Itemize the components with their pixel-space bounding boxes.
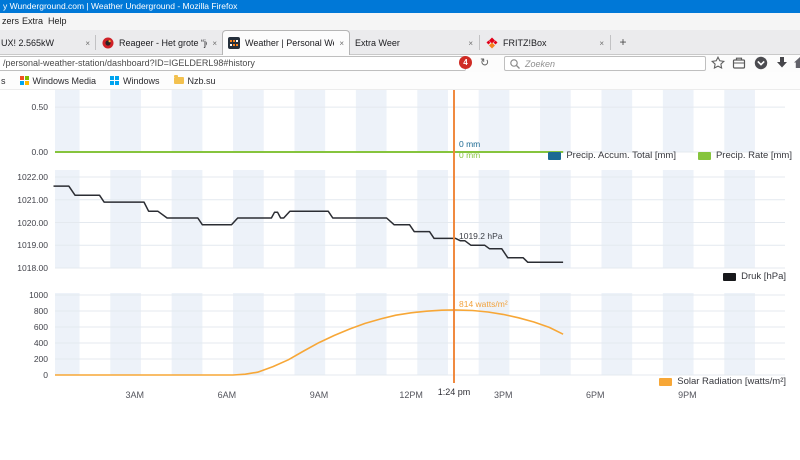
bookmark-item-truncated[interactable]: s — [1, 76, 6, 86]
tab-fritzbox[interactable]: FRITZ!Box × — [481, 32, 609, 54]
hour-band — [662, 293, 694, 375]
tab-close-icon[interactable]: × — [599, 38, 604, 48]
hour-band — [355, 90, 387, 152]
tab-title: Reageer - Het grote “jouw… — [119, 38, 207, 48]
hour-band — [540, 90, 571, 152]
pocket-icon[interactable] — [754, 56, 768, 70]
navigation-toolbar: /personal-weather-station/dashboard?ID=I… — [0, 55, 800, 72]
tab-title: UX! 2.565kW — [1, 38, 55, 48]
hour-band — [294, 293, 326, 375]
hour-band — [55, 293, 80, 375]
hour-band — [294, 90, 326, 152]
hour-band — [724, 90, 755, 152]
search-input[interactable]: Zoeken — [504, 56, 706, 71]
tab-title: Weather | Personal Weath… — [245, 38, 334, 48]
search-icon — [510, 58, 520, 69]
hour-band — [171, 293, 203, 375]
hour-band — [417, 170, 448, 268]
tab-title: Extra Weer — [355, 38, 400, 48]
hour-band — [171, 90, 203, 152]
bookmark-item-windows-media[interactable]: Windows Media — [19, 75, 97, 86]
hour-band — [110, 170, 141, 268]
reageer-icon — [102, 37, 114, 49]
hour-band — [233, 170, 264, 268]
tab-close-icon[interactable]: × — [212, 38, 217, 48]
tab-reageer[interactable]: Reageer - Het grote “jouw… × — [97, 32, 222, 54]
home-icon[interactable] — [794, 56, 800, 69]
hour-band — [355, 170, 387, 268]
menu-item-help[interactable]: Help — [48, 16, 67, 26]
hour-band — [355, 293, 387, 375]
history-graph-area[interactable]: 0 mm 0 mm 1019.2 hPa 814 watts/m² 1:24 p… — [0, 90, 800, 460]
hour-band — [417, 90, 448, 152]
menu-bar: zers Extra Help — [0, 13, 800, 30]
hour-band — [55, 90, 80, 152]
hour-band — [478, 90, 510, 152]
folder-icon — [173, 75, 184, 84]
hour-band — [171, 170, 203, 268]
hour-band — [233, 90, 264, 152]
hour-band — [233, 293, 264, 375]
hour-band — [601, 170, 633, 268]
hour-band — [662, 90, 694, 152]
tab-title: FRITZ!Box — [503, 38, 547, 48]
series-line — [53, 185, 564, 264]
hour-band — [662, 170, 694, 268]
series-line — [55, 309, 564, 376]
tab-separator — [610, 35, 611, 50]
search-placeholder: Zoeken — [525, 58, 556, 69]
tab-strip — [0, 30, 800, 55]
reload-icon[interactable]: ↻ — [480, 57, 490, 69]
bookmark-item-nzb[interactable]: Nzb.su — [173, 75, 216, 86]
hour-band — [417, 293, 448, 375]
tab-extra-weer[interactable]: Extra Weer × — [350, 32, 478, 54]
windows-color-icon — [19, 76, 29, 85]
bookmark-label: Windows Media — [32, 75, 97, 86]
menu-item-bookmarks[interactable]: zers — [2, 16, 20, 26]
window-titlebar: y Wunderground.com | Weather Underground… — [0, 0, 800, 13]
hour-band — [110, 293, 141, 375]
bookmarks-toolbar: s Windows Media Windows Nzb.su — [0, 72, 800, 90]
tab-close-icon[interactable]: × — [85, 38, 90, 48]
hour-band — [110, 90, 141, 152]
hour-band — [540, 293, 571, 375]
menu-item-extra[interactable]: Extra — [22, 16, 44, 26]
bookmark-item-windows[interactable]: Windows — [110, 76, 160, 86]
fritzbox-icon — [486, 37, 498, 49]
tab-weather-active[interactable]: Weather | Personal Weath… × — [222, 30, 350, 55]
library-icon[interactable] — [732, 56, 746, 70]
windows-blue-icon — [110, 76, 120, 85]
bookmark-star-icon[interactable] — [711, 56, 725, 70]
wunderground-icon — [228, 37, 240, 49]
bookmark-label: Windows — [123, 75, 160, 86]
hour-band — [724, 170, 755, 268]
bookmark-label: s — [1, 75, 6, 86]
hour-band — [601, 90, 633, 152]
tab-separator — [479, 35, 480, 50]
tab-close-icon[interactable]: × — [468, 38, 473, 48]
download-icon[interactable] — [776, 56, 788, 69]
hour-band — [478, 293, 510, 375]
tab-lux[interactable]: UX! 2.565kW × — [0, 32, 95, 54]
tab-close-icon[interactable]: × — [339, 38, 344, 48]
hour-band — [601, 293, 633, 375]
hour-band — [540, 170, 571, 268]
adblock-badge-icon[interactable]: 4 — [459, 56, 472, 69]
hour-band — [55, 170, 80, 268]
hour-band — [294, 170, 326, 268]
bookmark-label: Nzb.su — [187, 75, 216, 86]
tab-separator — [95, 35, 96, 50]
window-title: y Wunderground.com | Weather Underground… — [3, 1, 238, 11]
hour-band — [724, 293, 755, 375]
new-tab-button[interactable]: + — [619, 35, 627, 49]
